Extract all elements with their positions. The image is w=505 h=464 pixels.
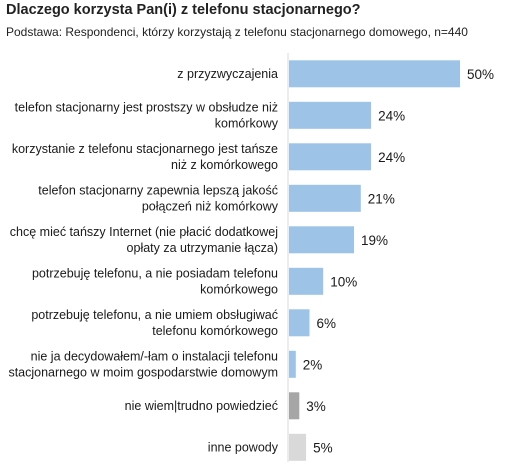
value-label-7: 2%	[303, 357, 323, 372]
bar-2	[289, 143, 372, 171]
value-label-8: 3%	[306, 399, 326, 414]
category-label-4-line-1: opłaty za utrzymanie łącza)	[127, 241, 278, 255]
category-label-4-line-0: chcę mieć tańszy Internet (nie płacić do…	[10, 225, 278, 239]
value-label-4: 19%	[361, 233, 388, 248]
category-label-7-line-1: stacjonarnego w moim gospodarstwie domow…	[8, 365, 278, 379]
bar-1	[289, 101, 372, 129]
bar-3	[289, 184, 361, 212]
value-label-2: 24%	[378, 150, 405, 165]
category-label-5-line-0: potrzebuję telefonu, a nie posiadam tele…	[32, 266, 278, 280]
category-label-1-line-1: komórkowy	[215, 116, 279, 130]
category-label-2-line-0: korzystanie z telefonu stacjonarnego jes…	[12, 142, 278, 156]
bar-8	[289, 392, 300, 420]
category-label-6-line-0: potrzebuję telefonu, a nie umiem obsługi…	[31, 308, 278, 322]
chart-title: Dlaczego korzysta Pan(i) z telefonu stac…	[6, 2, 361, 18]
category-label-3-line-1: połączeń niż komórkowy	[142, 199, 279, 213]
bar-4	[289, 226, 354, 254]
bar-7	[289, 350, 296, 378]
category-label-8-line-0: nie wiem|trudno powiedzieć	[125, 399, 278, 413]
category-label-0-line-0: z przyzwyczajenia	[177, 67, 278, 81]
bars-group: 50% z przyzwyczajenia 24% telefon stacjonar…	[8, 60, 494, 461]
chart-subtitle: Podstawa: Respondenci, którzy korzystają…	[6, 25, 468, 39]
value-label-9: 5%	[313, 440, 333, 455]
bar-6	[289, 309, 310, 337]
value-label-6: 6%	[317, 316, 337, 331]
category-label-2-line-1: niż z komórkowego	[171, 158, 278, 172]
category-label-9-line-0: inne powody	[208, 440, 279, 454]
category-label-7-line-0: nie ja decydowałem/-łam o instalacji tel…	[31, 349, 278, 363]
category-label-6-line-1: telefonu komórkowego	[152, 324, 278, 338]
category-label-5-line-1: komórkowego	[200, 282, 278, 296]
bar-9	[289, 433, 307, 461]
category-label-3-line-0: telefon stacjonarny zapewnia lepszą jako…	[38, 183, 278, 197]
value-label-1: 24%	[378, 108, 405, 123]
value-label-0: 50%	[467, 67, 494, 82]
bar-5	[289, 267, 324, 295]
value-label-5: 10%	[330, 274, 357, 289]
value-label-3: 21%	[368, 191, 395, 206]
category-label-1-line-0: telefon stacjonarny jest prostszy w obsł…	[15, 100, 278, 114]
bar-0	[289, 60, 460, 88]
